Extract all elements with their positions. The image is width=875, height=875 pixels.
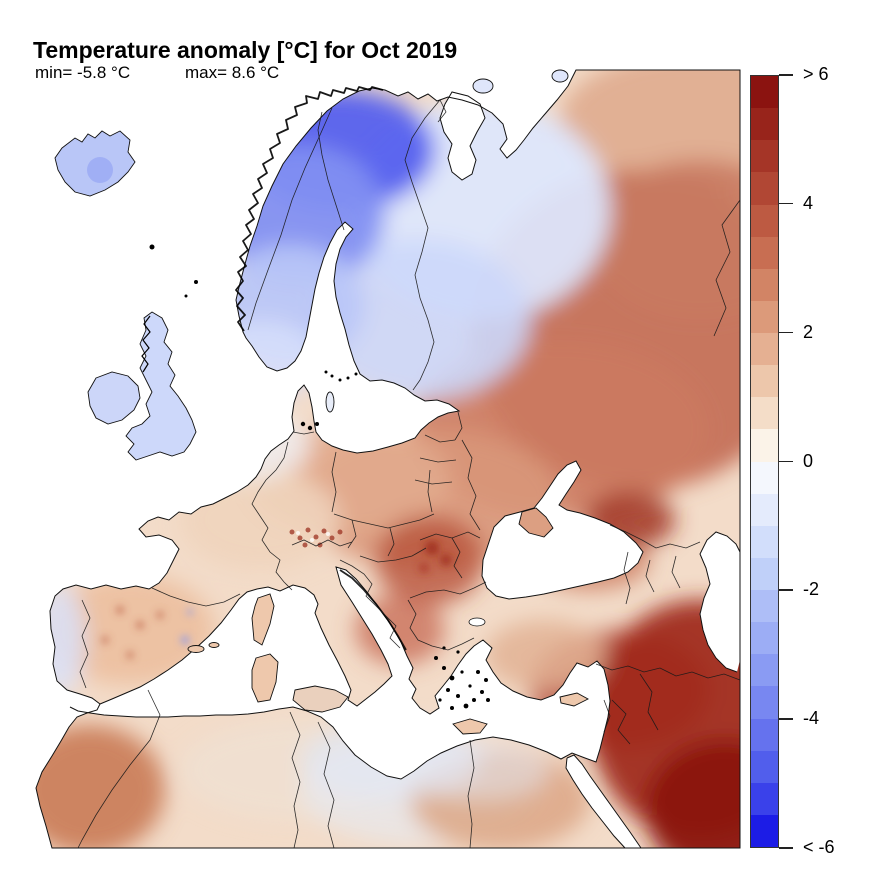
colorbar-tick-label: 0 [803,450,814,471]
kolguyev-island [472,78,494,94]
colorbar-step [751,557,778,590]
shetland [194,280,198,284]
corsica [251,593,275,646]
colorbar-step [751,750,778,783]
min-value-label: min= -5.8 °C [35,63,131,82]
faroe-islands [149,244,155,250]
ireland [87,371,141,425]
sardinia [251,653,279,703]
tick-mark [779,331,793,334]
minmax-stats: min= -5.8 °C max= 8.6 °C [35,63,279,83]
colorbar-step [751,461,778,494]
colorbar-step [751,76,778,109]
croatia-coast [339,569,407,651]
colorbar-step [751,365,778,398]
menorca [208,642,220,648]
colorbar-step [751,429,778,462]
colorbar-step [751,397,778,430]
colorbar-tick-label: < -6 [803,837,835,858]
colorbar-step [751,140,778,173]
colorbar-tick-label: -2 [803,579,820,600]
colorbar-step [751,622,778,655]
mallorca [187,645,205,653]
colorbar-step [751,172,778,205]
colorbar-step [751,654,778,687]
colorbar-step [751,204,778,237]
colorbar-step [751,300,778,333]
orkney [184,294,188,298]
scotland-west-coast [141,315,151,373]
tick-mark [779,74,793,76]
small-islands [149,244,490,710]
colorbar-step [751,718,778,751]
colorbar-step [751,814,778,847]
colorbar-step [751,108,778,141]
page-title: Temperature anomaly [°C] for Oct 2019 [33,37,458,64]
caspian-coastline [699,531,741,673]
local-anomaly-speckles [101,541,452,659]
tick-mark [779,589,793,591]
red-sea-coastline [565,754,642,849]
mediterranean-coastline [69,566,611,780]
white-sea [439,91,486,181]
colorbar-tick-label: 4 [803,192,814,213]
colorbar-tick-label: > 6 [803,64,829,85]
tick-mark [779,460,793,463]
sea-of-marmara [468,617,486,627]
colorbar-tick-label: -4 [803,708,820,729]
colorbar-blocks [750,75,779,848]
iceland-dark-patch [87,157,113,183]
tick-mark [779,718,793,720]
sicily [292,685,349,713]
coastlines [35,69,741,849]
crimea-peninsula [518,507,554,538]
colorbar-step [751,493,778,526]
colorbar-step [751,686,778,719]
colorbar-tick-label: 2 [803,321,814,342]
cyprus [559,692,589,707]
norway-fjord-coast [235,86,384,332]
tick-mark [779,847,793,849]
gotland [325,391,335,413]
tick-mark [779,202,793,205]
colorbar-step [751,268,778,301]
islands [54,69,589,735]
arctic-island [551,69,569,83]
caspian-sea [700,532,740,672]
colorbar-step [751,782,778,815]
max-value-label: max= 8.6 °C [185,63,280,82]
colorbar-step [751,236,778,269]
black-sea [481,460,644,600]
colorbar-step [751,333,778,366]
colorbar-ticks: > 6 4 2 0 -2 -4 < -6 [779,64,875,857]
crete [452,718,488,735]
colorbar-step [751,525,778,558]
colorbar-step [751,590,778,623]
alps-speckles [289,527,343,548]
country-borders [77,99,741,849]
red-sea [566,755,641,848]
great-britain [125,311,197,461]
